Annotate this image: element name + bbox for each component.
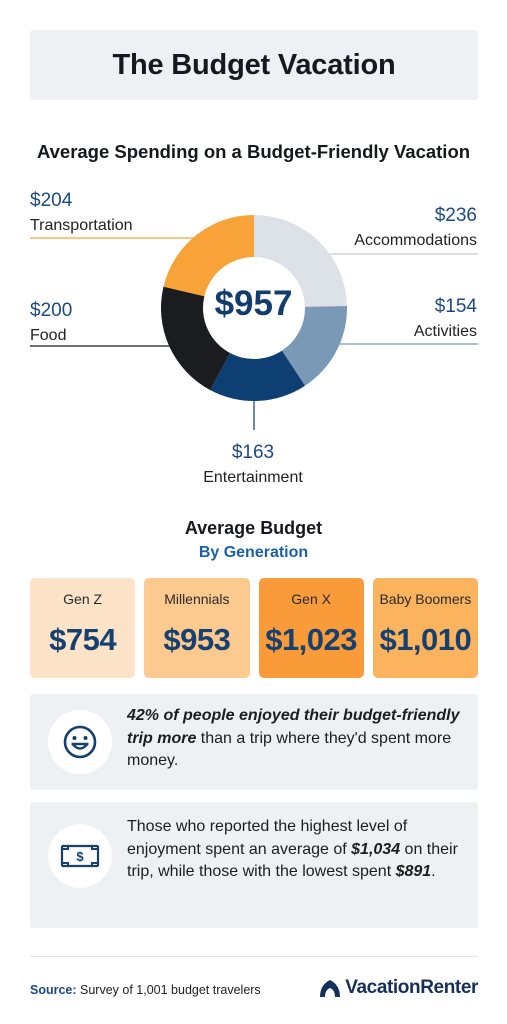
accommodations-name: Accommodations: [354, 231, 477, 249]
donut-total: $957: [214, 284, 293, 323]
gen-name: Gen Z: [63, 591, 103, 607]
transportation-name: Transportation: [30, 216, 133, 234]
gen-value: $754: [49, 622, 117, 657]
footer-divider: [30, 956, 478, 957]
gen-value: $1,023: [265, 622, 358, 657]
activities-name: Activities: [413, 322, 477, 340]
source-note: Source: Survey of 1,001 budget travelers: [30, 983, 261, 997]
enjoyment-stat-box: 42% of people enjoyed their budget-frien…: [30, 694, 478, 790]
gen-name: Millennials: [164, 591, 230, 607]
gen-value: $953: [163, 622, 231, 657]
donut-slice-accommodations: [254, 215, 347, 307]
entertainment-name: Entertainment: [203, 468, 303, 486]
enjoyment-stat-text: 42% of people enjoyed their budget-frien…: [127, 705, 466, 773]
source-text: Survey of 1,001 budget travelers: [76, 983, 261, 997]
label-transportation: $204 Transportation: [30, 190, 133, 235]
money-icon: $: [60, 844, 100, 868]
donut-slice-entertainment: [210, 350, 306, 401]
enjoyment-stat-bold: 42% of people enjoyed their budget-frien…: [127, 707, 460, 747]
gen-name: Baby Boomers: [379, 591, 472, 607]
transportation-amount: $204: [30, 190, 73, 211]
low-enjoyment-amount: $891: [395, 863, 432, 881]
donut-chart: [30, 215, 478, 430]
page-title: The Budget Vacation: [112, 48, 396, 81]
brand-logo: VacationRenter: [318, 977, 478, 999]
gen-card-millennials: Millennials $953: [144, 578, 250, 678]
donut-slice-food: [161, 286, 231, 391]
brand-name: VacationRenter: [345, 977, 478, 998]
donut-slice-activities: [281, 306, 347, 386]
house-logo-icon: [320, 980, 341, 997]
spending-stat-box: $ Those who reported the highest level o…: [30, 802, 478, 928]
label-food: $200 Food: [30, 300, 72, 345]
smiley-icon-circle: [48, 710, 112, 774]
activities-amount: $154: [434, 296, 477, 317]
donut-slice-transportation: [163, 215, 254, 297]
source-label: Source:: [30, 983, 77, 997]
generation-cards: Gen Z $754 Millennials $953 Gen X $1,023…: [30, 578, 478, 678]
entertainment-amount: $163: [231, 442, 275, 463]
accommodations-amount: $236: [434, 205, 477, 226]
high-enjoyment-amount: $1,034: [351, 840, 401, 858]
gen-card-baby-boomers: Baby Boomers $1,010: [372, 578, 478, 678]
generation-title: Average Budget: [184, 518, 323, 538]
money-icon-circle: $: [48, 824, 112, 888]
svg-text:$: $: [76, 849, 84, 864]
gen-card-gen-z: Gen Z $754: [30, 578, 136, 678]
gen-card-gen-x: Gen X $1,023: [258, 578, 364, 678]
smiley-icon: [63, 725, 97, 759]
generation-section-title: Average Budget By Generation: [0, 518, 507, 562]
spending-text-3: .: [431, 863, 436, 881]
spending-text-1: Those who reported the highest level of …: [127, 818, 408, 858]
food-amount: $200: [30, 300, 73, 321]
gen-name: Gen X: [291, 591, 331, 607]
enjoyment-stat-rest: than a trip where they'd spent more mone…: [127, 729, 452, 770]
label-activities: $154 Activities: [414, 296, 477, 341]
spending-stat-text: Those who reported the highest level of …: [127, 816, 466, 884]
title-banner: The Budget Vacation: [30, 30, 478, 100]
chart-title: Average Spending on a Budget-Friendly Va…: [36, 141, 471, 162]
food-name: Food: [30, 326, 67, 344]
label-accommodations: $236 Accommodations: [354, 205, 477, 250]
label-entertainment: $163 Entertainment: [153, 442, 353, 487]
gen-value: $1,010: [379, 622, 472, 657]
generation-subtitle: By Generation: [198, 544, 309, 561]
spending-text-2: on their trip, while those with the lowe…: [127, 840, 458, 881]
